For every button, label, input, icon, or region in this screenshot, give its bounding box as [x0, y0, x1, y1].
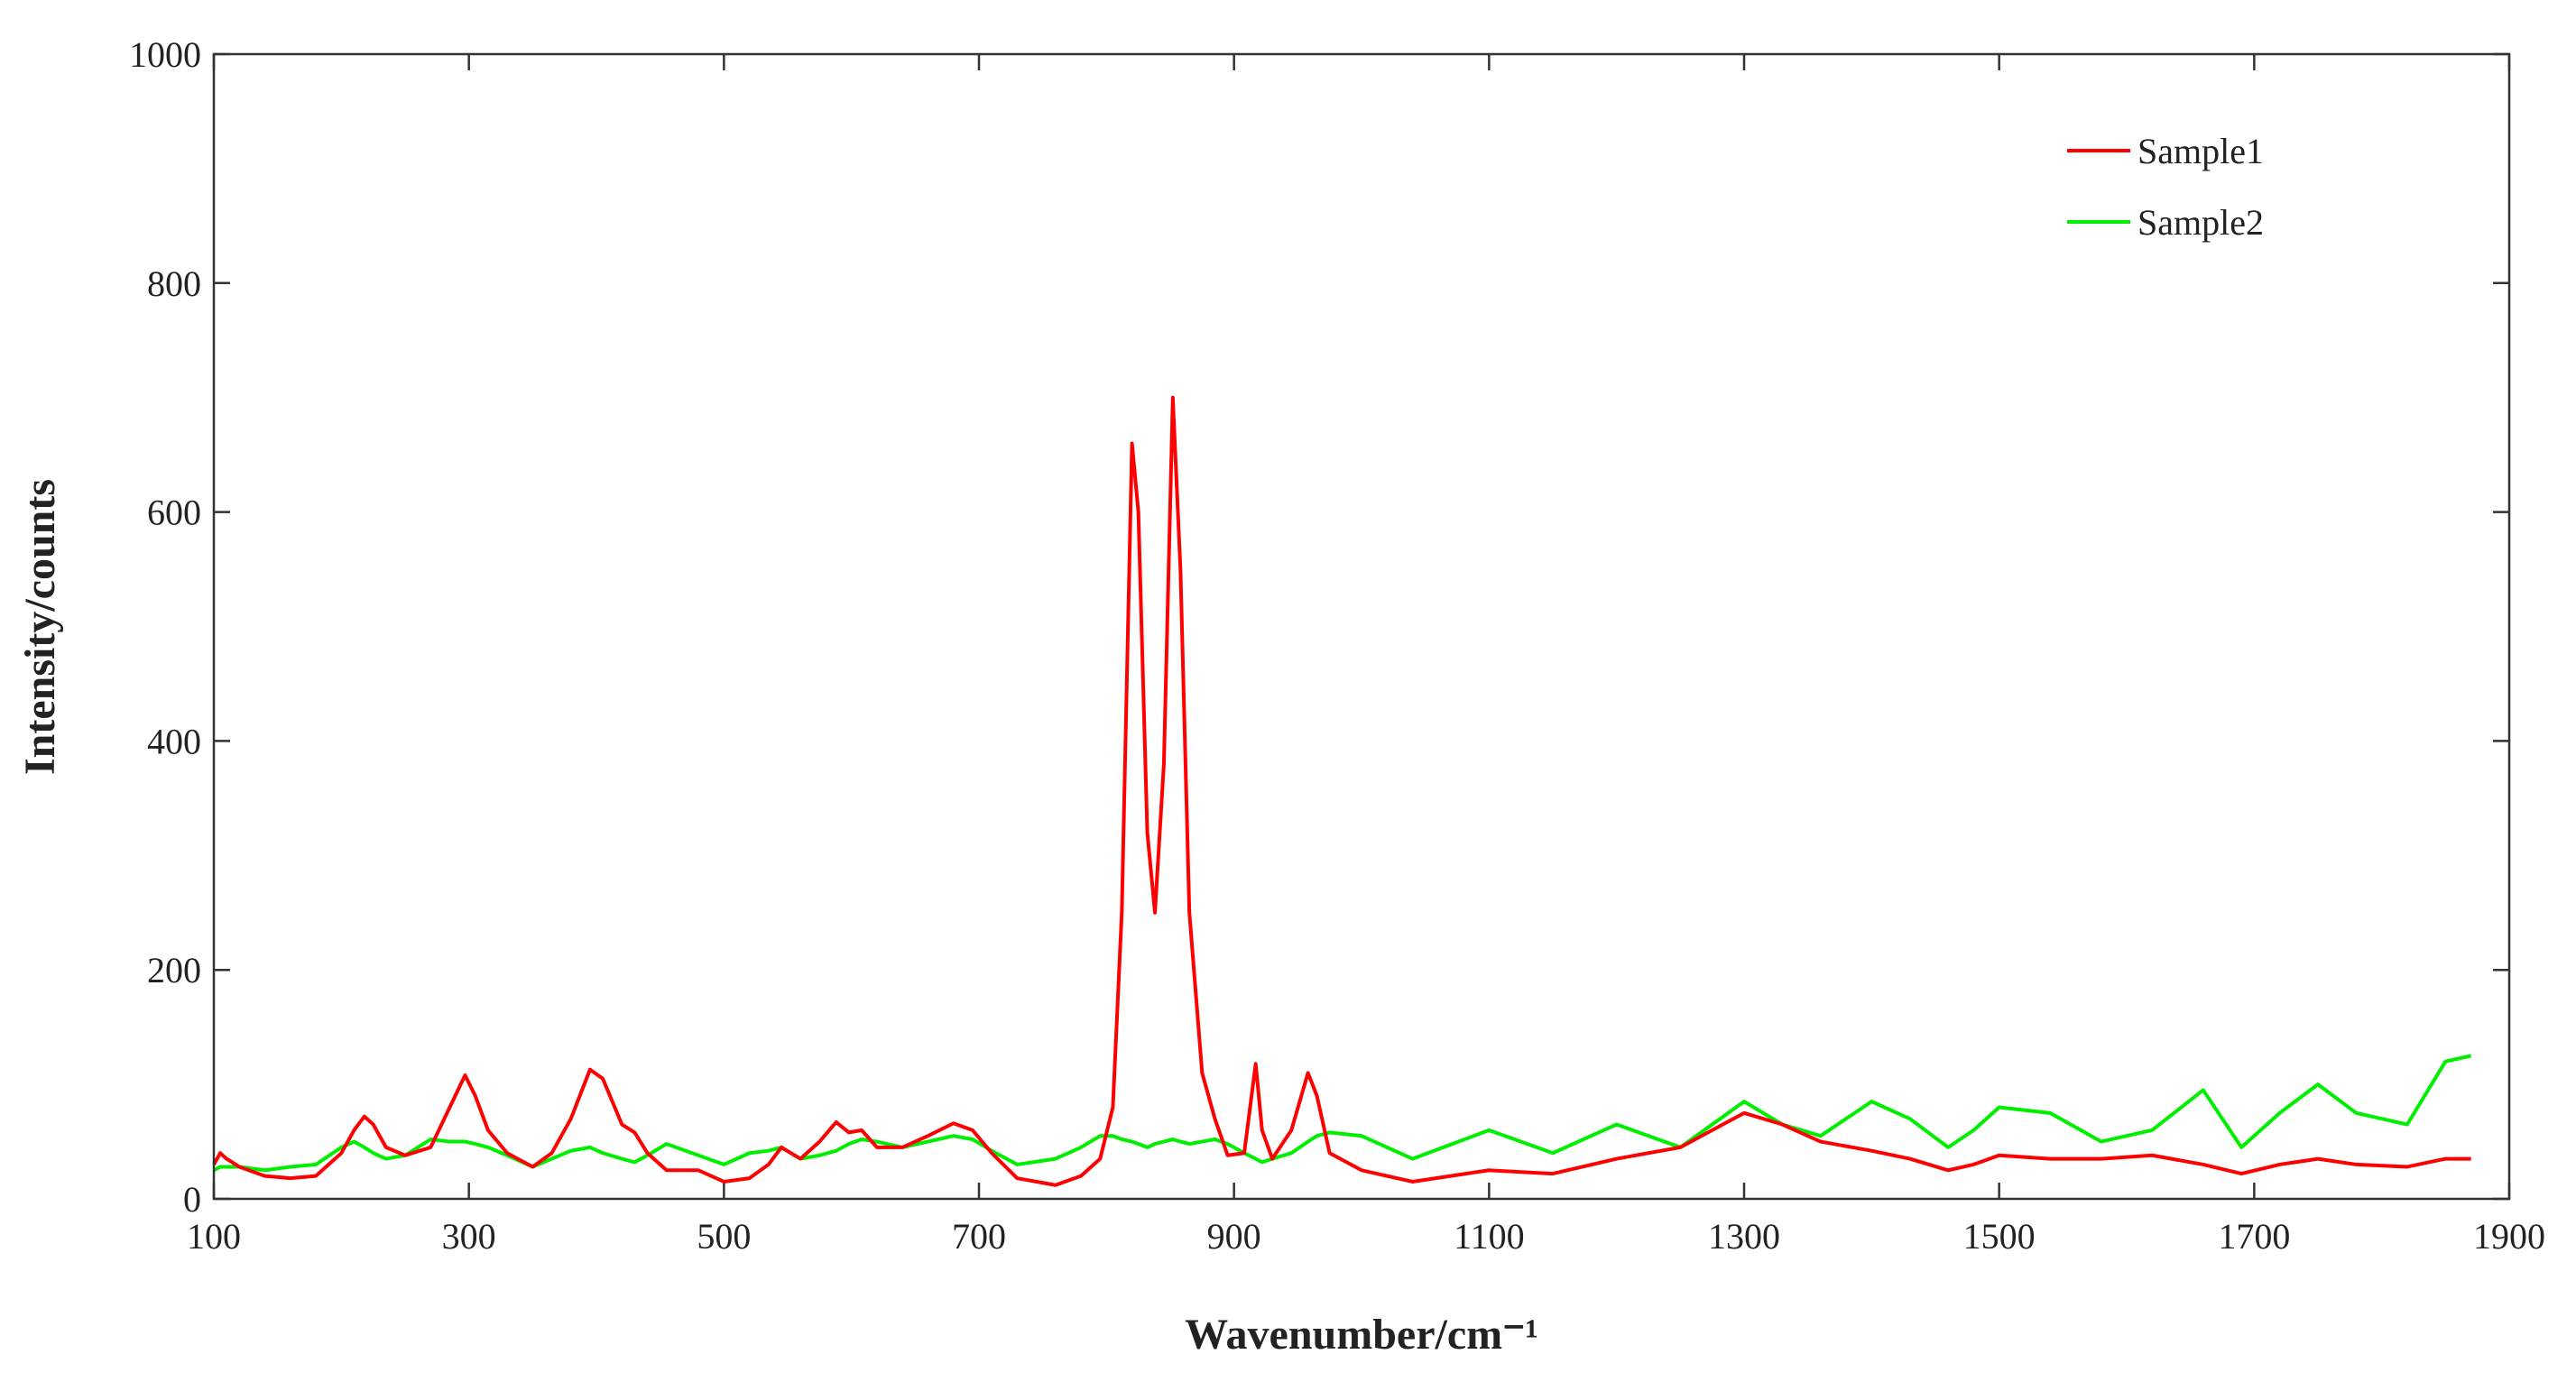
x-tick-label: 500	[697, 1216, 751, 1257]
x-tick-label: 700	[952, 1216, 1006, 1257]
x-tick-label: 900	[1207, 1216, 1261, 1257]
y-tick-label: 0	[183, 1179, 201, 1220]
y-tick-label: 200	[147, 950, 201, 990]
x-tick-label: 300	[442, 1216, 496, 1257]
series-line	[212, 395, 2471, 1187]
x-tick-label: 1500	[1963, 1216, 2036, 1257]
y-tick-label: 1000	[129, 34, 201, 75]
y-tick-label: 800	[147, 263, 201, 304]
y-tick-label: 600	[147, 493, 201, 533]
x-tick-label: 1300	[1708, 1216, 1780, 1257]
x-tick-label: 1900	[2473, 1216, 2545, 1257]
x-tick-label: 1100	[1454, 1216, 1525, 1257]
legend-label: Sample1	[2137, 131, 2264, 171]
y-axis-label: Intensity/counts	[16, 479, 64, 775]
x-axis-label: Wavenumber/cm⁻¹	[1185, 1311, 1538, 1359]
x-tick-label: 100	[187, 1216, 241, 1257]
x-tick-label: 1700	[2218, 1216, 2290, 1257]
y-tick-label: 400	[147, 721, 201, 761]
legend-label: Sample2	[2137, 202, 2264, 243]
series-line	[213, 1054, 2472, 1173]
plot-frame	[212, 52, 2511, 1201]
